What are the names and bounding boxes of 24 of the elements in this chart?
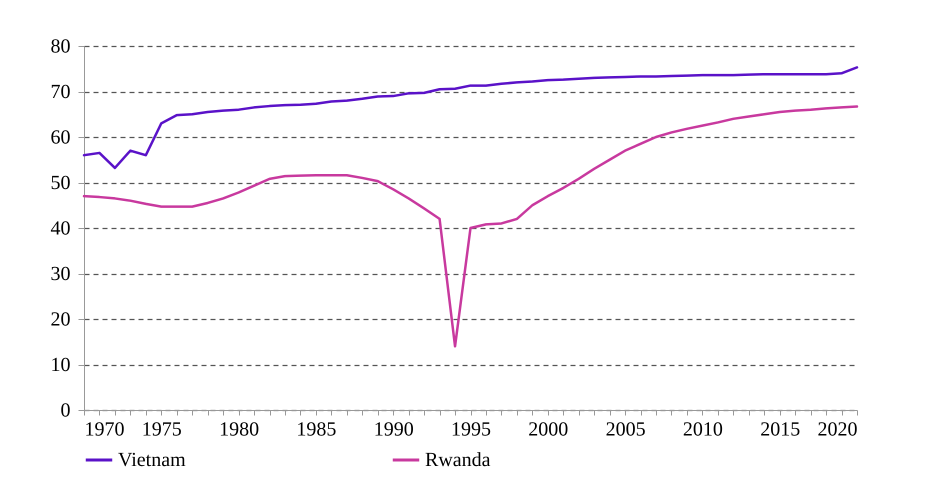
x-tick-label: 2020 bbox=[818, 418, 858, 440]
y-tick-label: 80 bbox=[50, 36, 70, 58]
x-tick-label: 2015 bbox=[760, 418, 800, 440]
line-series bbox=[82, 66, 858, 170]
y-tick-label: 50 bbox=[50, 172, 70, 194]
x-tick-label: 1970 bbox=[84, 418, 124, 440]
y-tick-label: 30 bbox=[50, 263, 70, 285]
x-tick-label: 1990 bbox=[374, 418, 414, 440]
x-tick-label: 1975 bbox=[142, 418, 182, 440]
x-tick-label: 1980 bbox=[219, 418, 260, 440]
line-series bbox=[82, 105, 858, 348]
y-tick-label: 40 bbox=[50, 218, 70, 240]
x-tick-label: 1985 bbox=[296, 418, 336, 440]
y-tick-label: 60 bbox=[50, 126, 70, 148]
x-tick-label: 2010 bbox=[682, 418, 723, 440]
legend-label: Rwanda bbox=[425, 449, 491, 471]
y-tick-label: 70 bbox=[50, 81, 70, 103]
y-tick-label: 0 bbox=[60, 400, 70, 422]
x-tick-label: 2000 bbox=[528, 418, 568, 440]
y-tick-label: 10 bbox=[50, 354, 70, 376]
y-tick-label: 20 bbox=[50, 308, 70, 330]
x-tick-label: 2005 bbox=[606, 418, 646, 440]
x-tick-label: 1995 bbox=[451, 418, 491, 440]
legend-label: Vietnam bbox=[118, 449, 186, 471]
